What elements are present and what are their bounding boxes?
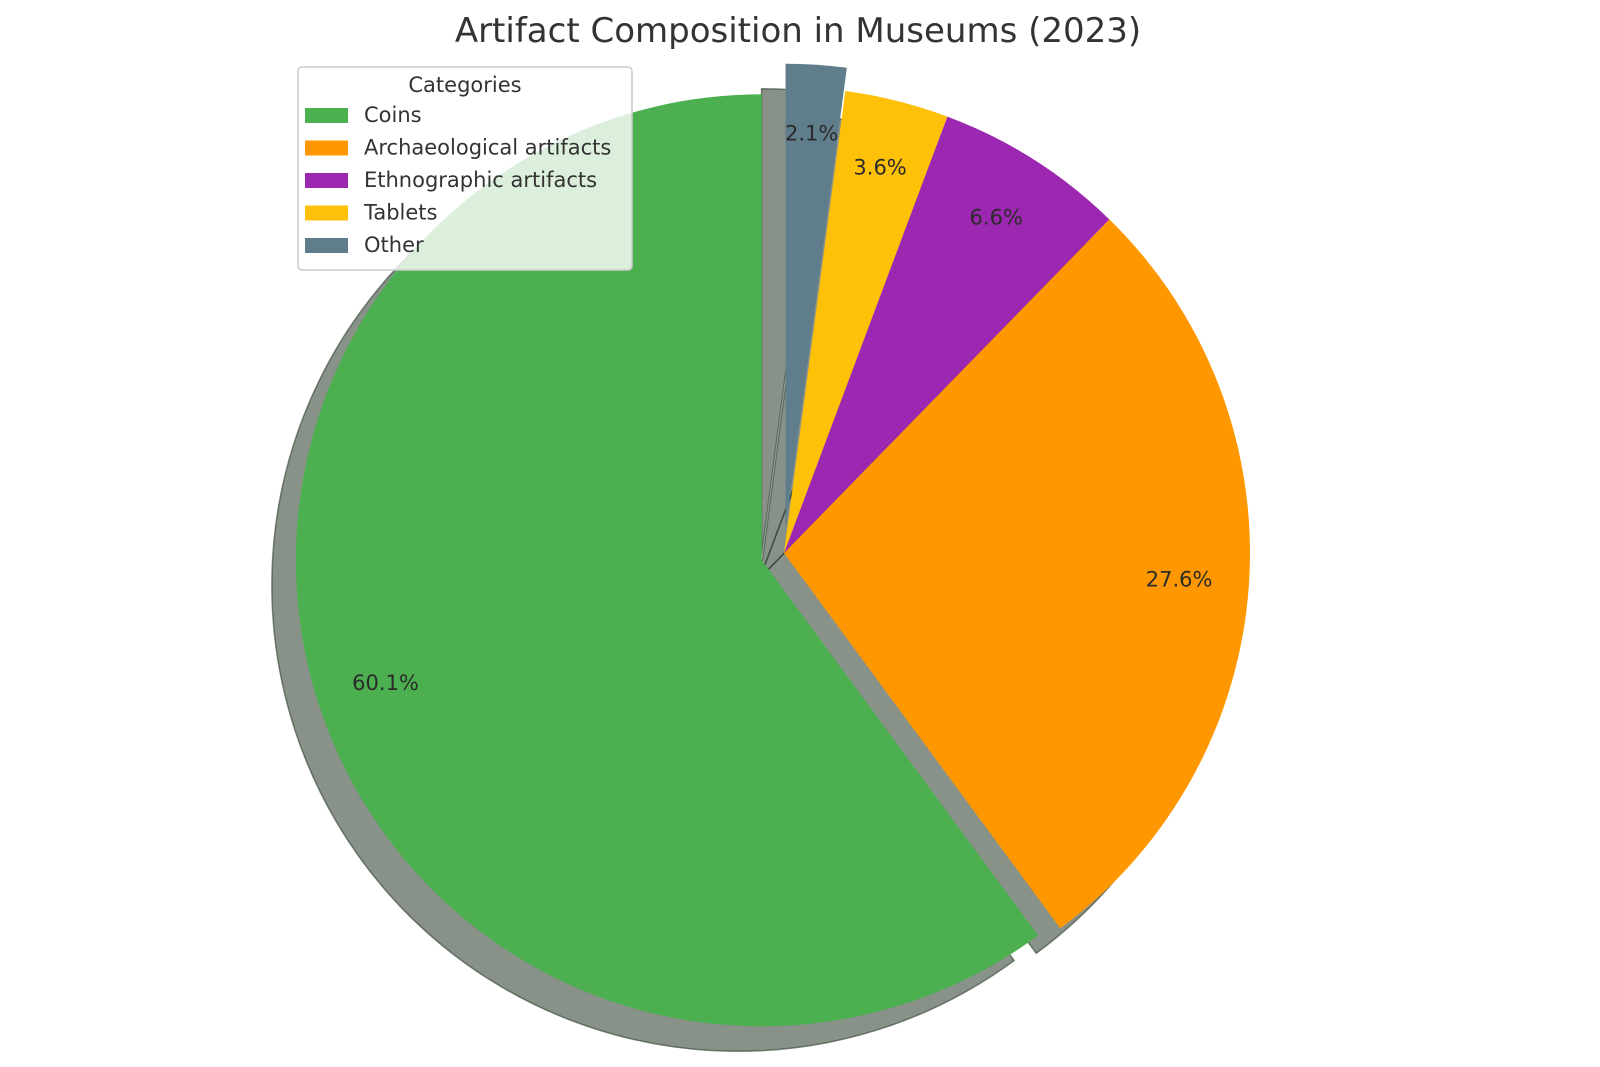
legend-label-archaeological-artifacts: Archaeological artifacts: [364, 136, 611, 160]
legend-label-other: Other: [364, 233, 424, 257]
pct-label-ethnographic-artifacts: 6.6%: [970, 206, 1023, 230]
pie-slice-archaeological-artifacts: [784, 219, 1250, 929]
pie-slice-ethnographic-artifacts: [784, 116, 1110, 553]
pct-label-tablets: 3.6%: [853, 156, 906, 180]
legend: Categories Coins Archaeological artifacts…: [297, 66, 633, 271]
legend-label-coins: Coins: [364, 103, 422, 127]
pie-slice-coins: [295, 94, 1039, 1027]
legend-entries: Coins Archaeological artifacts Ethnographi…: [305, 103, 611, 257]
legend-swatch-tablets: [305, 205, 348, 221]
pct-label-archaeological-artifacts: 27.6%: [1146, 567, 1213, 591]
pct-label-other: 2.1%: [785, 122, 838, 146]
legend-label-tablets: Tablets: [363, 201, 437, 225]
legend-swatch-ethnographic-artifacts: [305, 173, 348, 188]
pie-slice-other: [785, 63, 847, 530]
legend-title: Categories: [408, 73, 521, 97]
label-layer: 60.1% 27.6% 6.6% 3.6% 2.1%: [352, 122, 1212, 695]
legend-label-ethnographic-artifacts: Ethnographic artifacts: [364, 168, 597, 192]
pct-label-coins: 60.1%: [352, 671, 419, 695]
slice-layer: [295, 63, 1250, 1027]
chart-title: Artifact Composition in Museums (2023): [455, 11, 1141, 51]
legend-frame: [297, 66, 633, 271]
pie-slice-tablets: [784, 91, 948, 553]
legend-swatch-coins: [305, 108, 348, 123]
legend-swatch-other: [305, 238, 348, 253]
legend-swatch-archaeological-artifacts: [305, 140, 348, 156]
